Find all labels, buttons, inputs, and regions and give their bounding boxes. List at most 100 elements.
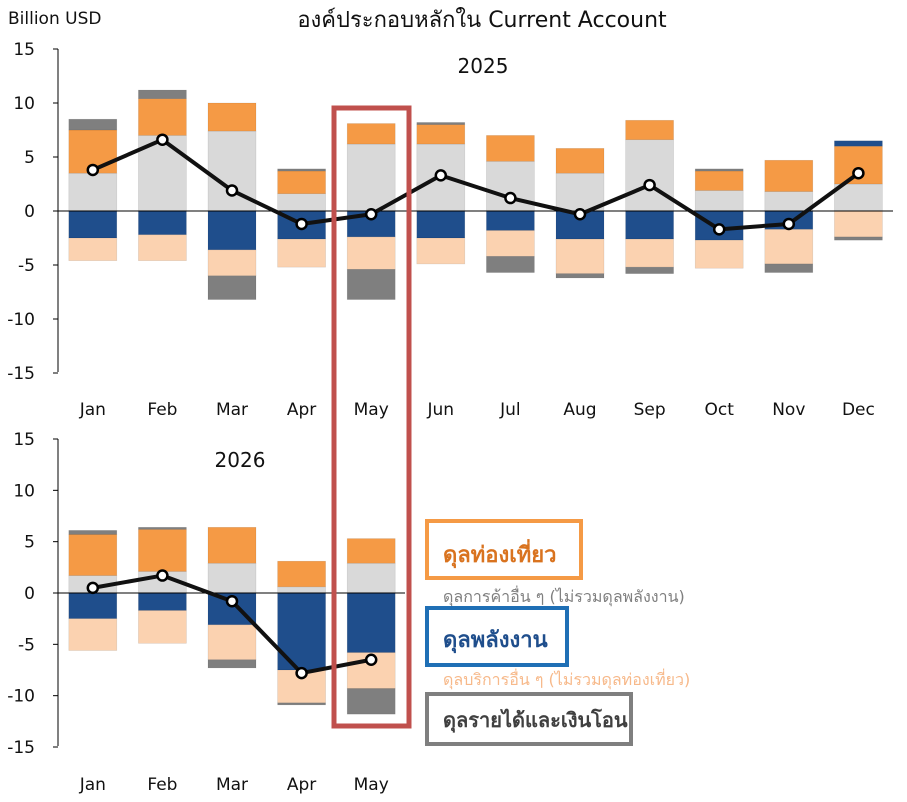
- bar-segment-tourism: [138, 98, 187, 136]
- x-tick-label: Apr: [287, 400, 316, 420]
- x-tick-label: May: [354, 400, 389, 420]
- bar-segment-tourism: [416, 124, 466, 145]
- x-tick-label: Mar: [216, 400, 248, 420]
- x-tick-label: Feb: [147, 400, 177, 420]
- y-tick-label: -15: [7, 364, 35, 384]
- x-tick-label: Dec: [842, 400, 875, 420]
- line-point: [86, 163, 100, 177]
- line-point: [643, 178, 656, 192]
- y-tick-label: -10: [7, 687, 35, 707]
- line-point: [225, 594, 239, 608]
- chart-panel-2026: 2026 15 10 5 0 -5 -10 -15 Jan Feb Mar Apr May: [7, 430, 405, 795]
- bar-segment-other-services: [68, 237, 118, 261]
- bar-segment-other-trade: [694, 190, 744, 212]
- line-point: [504, 191, 517, 205]
- bar-segment-income: [486, 256, 535, 273]
- bar-segment-income: [555, 273, 605, 279]
- bar-segment-energy: [416, 210, 466, 239]
- bar-segment-other-services: [207, 249, 257, 277]
- bar-segment-income: [834, 236, 883, 241]
- bar-segment-other-trade: [68, 172, 118, 212]
- bar-segment-energy: [207, 210, 257, 251]
- x-tick-label: Feb: [147, 775, 177, 795]
- x-tick-label: Aug: [563, 400, 596, 420]
- legend-income: ดุลรายได้และเงินโอน: [443, 708, 628, 733]
- bar-segment-income: [207, 275, 257, 300]
- bar-segment-income: [277, 168, 326, 172]
- y-tick-label: -5: [18, 256, 35, 276]
- bar-segment-tourism: [625, 119, 674, 141]
- bar-segment-income: [416, 122, 466, 125]
- legend: ดุลท่องเที่ยวดุลการค้าอื่น ๆ (ไม่รวมดุลพ…: [425, 519, 690, 746]
- bar-segment-income: [138, 526, 187, 530]
- y-tick-label: 0: [24, 584, 35, 604]
- y-tick-label: 5: [24, 148, 35, 168]
- x-tick-label: Nov: [772, 400, 805, 420]
- bar-segment-other-services: [555, 238, 605, 274]
- x-tick-label: May: [354, 775, 389, 795]
- bar-segment-energy: [834, 140, 883, 147]
- bar-segment-energy: [486, 210, 535, 231]
- x-tick-label: Jul: [499, 400, 521, 420]
- bar-segment-other-trade: [625, 139, 674, 212]
- bar-segment-income: [68, 530, 118, 535]
- bar-segment-income: [138, 89, 187, 99]
- bar-segment-income: [346, 269, 396, 300]
- bar-segment-energy: [138, 592, 187, 611]
- legend-energy: ดุลพลังงาน: [443, 628, 548, 654]
- bar-segment-other-services: [486, 230, 535, 257]
- line-point: [295, 217, 308, 231]
- line-point: [712, 223, 726, 236]
- bar-segment-other-trade: [764, 191, 814, 212]
- bar-segment-other-trade: [346, 562, 396, 594]
- line-point: [364, 653, 378, 666]
- x-tick-label: Sep: [634, 400, 666, 420]
- bar-segment-other-trade: [207, 562, 257, 594]
- line-point: [156, 133, 169, 146]
- bar-segment-income: [764, 263, 814, 273]
- line-point: [782, 217, 796, 231]
- y-tick-label: 10: [13, 481, 35, 501]
- line-point: [573, 207, 587, 221]
- x-tick-label: Oct: [704, 400, 734, 420]
- y-tick-label: -15: [7, 738, 35, 758]
- bar-segment-energy: [138, 210, 187, 236]
- bar-segment-other-trade: [346, 143, 396, 212]
- bar-segment-energy: [346, 592, 396, 653]
- bar-segment-tourism: [346, 123, 396, 145]
- bar-segment-other-services: [416, 237, 466, 265]
- bar-segment-other-services: [68, 618, 118, 651]
- y-tick-label: 5: [24, 533, 35, 553]
- x-tick-label: Jan: [79, 775, 106, 795]
- bar-segment-other-services: [277, 238, 326, 268]
- bar-segment-other-services: [625, 238, 674, 268]
- legend-box-energy: [425, 606, 569, 667]
- bar-segment-energy: [68, 592, 118, 619]
- bar-segment-other-services: [694, 239, 744, 269]
- legend-other-services: ดุลบริการอื่น ๆ (ไม่รวมดุลท่องเที่ยว): [443, 668, 690, 690]
- bar-segment-tourism: [694, 170, 744, 191]
- bar-segment-energy: [68, 210, 118, 239]
- bar-segment-other-services: [138, 610, 187, 644]
- bar-segment-income: [625, 266, 674, 274]
- line-point: [852, 166, 865, 180]
- bar-segment-tourism: [764, 159, 814, 192]
- bar-segment-income: [277, 702, 326, 706]
- bar-segment-tourism: [277, 170, 326, 195]
- bar-segment-tourism: [277, 560, 326, 588]
- x-tick-label: Mar: [216, 775, 248, 795]
- bar-segment-other-services: [764, 229, 814, 265]
- may-highlight-box: [331, 105, 412, 729]
- x-tick-label: Jan: [79, 400, 106, 420]
- panel-title: 2025: [458, 54, 509, 78]
- bar-segment-other-services: [207, 624, 257, 661]
- legend-tourism: ดุลท่องเที่ยว: [443, 538, 557, 569]
- bar-segment-income: [68, 118, 118, 131]
- legend-box-tourism: [425, 519, 583, 580]
- bar-segment-income: [346, 688, 396, 715]
- y-tick-label: -5: [18, 635, 35, 655]
- y-tick-label: 0: [24, 202, 35, 222]
- panel-title: 2026: [215, 448, 266, 472]
- bar-segment-tourism: [555, 148, 605, 174]
